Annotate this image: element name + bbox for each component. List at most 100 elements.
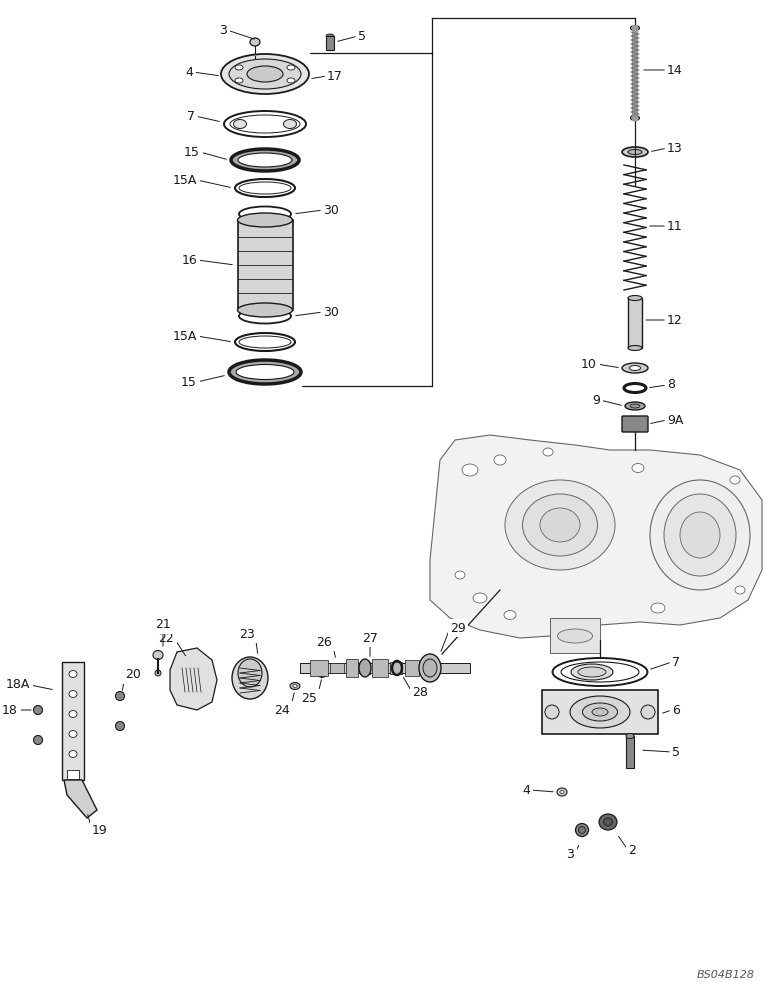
Ellipse shape — [293, 684, 297, 688]
Text: 3: 3 — [219, 23, 227, 36]
Ellipse shape — [632, 464, 644, 473]
Ellipse shape — [238, 153, 292, 167]
Bar — [310, 660, 328, 676]
Ellipse shape — [628, 149, 642, 154]
Ellipse shape — [232, 657, 268, 699]
Ellipse shape — [116, 692, 124, 700]
Ellipse shape — [473, 593, 487, 603]
Ellipse shape — [69, 710, 77, 718]
Text: 14: 14 — [667, 64, 682, 77]
Ellipse shape — [557, 788, 567, 796]
Bar — [550, 618, 600, 653]
Text: 12: 12 — [667, 314, 682, 326]
Ellipse shape — [730, 476, 740, 484]
Ellipse shape — [283, 119, 296, 128]
Text: 11: 11 — [667, 220, 682, 232]
Text: 7: 7 — [187, 109, 195, 122]
Text: 22: 22 — [158, 632, 174, 645]
Ellipse shape — [545, 705, 559, 719]
Text: 15: 15 — [185, 145, 200, 158]
Text: 19: 19 — [92, 824, 108, 836]
Text: 24: 24 — [274, 704, 290, 716]
Ellipse shape — [583, 703, 618, 721]
Text: 20: 20 — [125, 668, 141, 682]
Ellipse shape — [221, 54, 309, 94]
Ellipse shape — [239, 182, 291, 194]
Text: 3: 3 — [566, 848, 574, 861]
Ellipse shape — [69, 730, 77, 738]
Ellipse shape — [570, 696, 630, 728]
Ellipse shape — [650, 480, 750, 590]
Ellipse shape — [153, 650, 163, 660]
Ellipse shape — [578, 826, 585, 834]
Ellipse shape — [290, 682, 300, 690]
Ellipse shape — [523, 494, 598, 556]
Ellipse shape — [229, 59, 301, 89]
Ellipse shape — [69, 670, 77, 678]
Bar — [628, 298, 642, 348]
Ellipse shape — [287, 78, 295, 83]
Text: 15A: 15A — [173, 174, 197, 186]
Text: 27: 27 — [362, 632, 378, 645]
Text: 15: 15 — [181, 375, 197, 388]
Bar — [360, 662, 370, 674]
Polygon shape — [430, 435, 762, 638]
Text: 6: 6 — [672, 704, 680, 716]
Ellipse shape — [540, 508, 580, 542]
Ellipse shape — [628, 296, 642, 300]
Text: 13: 13 — [667, 141, 682, 154]
Bar — [390, 662, 402, 674]
Text: 15A: 15A — [173, 330, 197, 342]
Ellipse shape — [287, 65, 295, 70]
Ellipse shape — [735, 586, 745, 594]
Ellipse shape — [622, 147, 648, 157]
Text: 25: 25 — [301, 692, 317, 704]
Ellipse shape — [250, 38, 260, 46]
Ellipse shape — [571, 664, 613, 680]
Text: 28: 28 — [412, 686, 428, 698]
Ellipse shape — [578, 667, 606, 677]
Bar — [62, 662, 84, 780]
Ellipse shape — [651, 603, 665, 613]
Polygon shape — [170, 648, 217, 710]
Ellipse shape — [423, 659, 437, 677]
Ellipse shape — [69, 690, 77, 698]
Ellipse shape — [680, 512, 720, 558]
Text: BS04B128: BS04B128 — [697, 970, 755, 980]
Bar — [67, 770, 79, 779]
Ellipse shape — [630, 404, 640, 408]
Ellipse shape — [231, 149, 299, 171]
Bar — [422, 662, 432, 674]
Text: 9: 9 — [592, 393, 600, 406]
Text: 26: 26 — [317, 636, 332, 648]
Bar — [405, 660, 419, 676]
Text: 4: 4 — [522, 784, 530, 796]
Polygon shape — [64, 780, 97, 818]
Text: 30: 30 — [323, 204, 339, 217]
Ellipse shape — [33, 736, 42, 744]
Ellipse shape — [543, 448, 553, 456]
Text: 21: 21 — [155, 618, 171, 632]
Ellipse shape — [33, 706, 42, 714]
Ellipse shape — [235, 78, 243, 83]
Text: 17: 17 — [327, 70, 343, 83]
Ellipse shape — [359, 659, 371, 677]
Ellipse shape — [238, 213, 293, 227]
Ellipse shape — [625, 402, 645, 410]
Text: 16: 16 — [181, 253, 197, 266]
Text: 2: 2 — [628, 844, 636, 856]
Text: 18A: 18A — [5, 678, 30, 692]
Text: 29: 29 — [450, 621, 466, 635]
Ellipse shape — [560, 790, 564, 794]
Text: 9A: 9A — [667, 414, 683, 426]
Ellipse shape — [455, 571, 465, 579]
Text: 7: 7 — [672, 656, 680, 668]
Bar — [346, 659, 358, 677]
Ellipse shape — [326, 34, 334, 38]
Text: 5: 5 — [672, 746, 680, 758]
Ellipse shape — [155, 670, 161, 676]
Ellipse shape — [626, 734, 634, 738]
Ellipse shape — [557, 629, 592, 643]
Ellipse shape — [629, 365, 641, 370]
Ellipse shape — [419, 654, 441, 682]
